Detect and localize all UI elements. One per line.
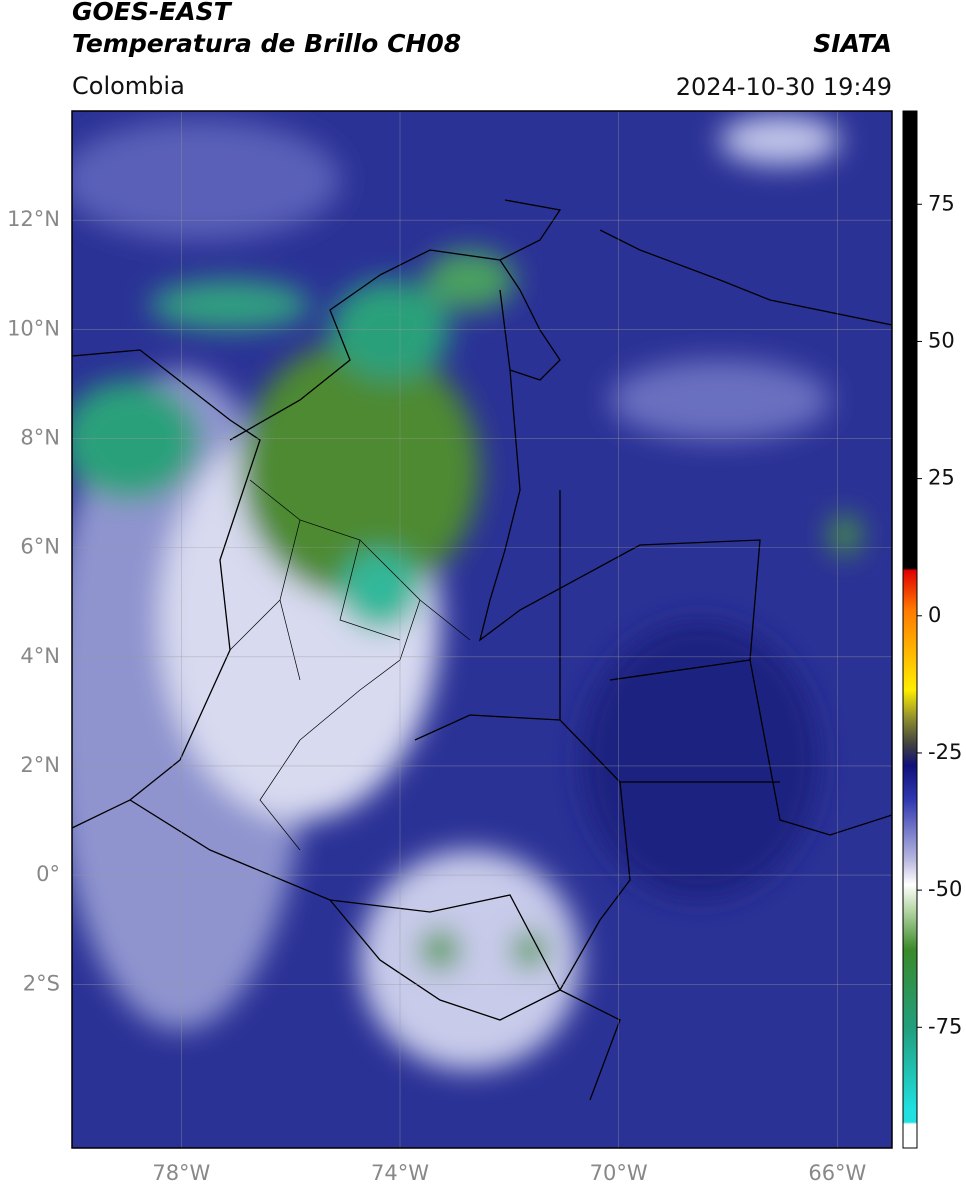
lat-tick-label: 12°N: [7, 207, 60, 231]
source: SIATA: [813, 29, 892, 58]
lon-tick-label: 74°W: [371, 1161, 429, 1185]
lon-tick-label: 66°W: [808, 1161, 866, 1185]
lat-tick-label: 10°N: [7, 316, 60, 340]
colorbar-tick-label: 25: [928, 466, 955, 490]
colorbar-tick-label: 0: [928, 603, 941, 627]
colorbar-tick-label: 75: [928, 191, 955, 215]
region: Colombia: [72, 72, 185, 100]
lat-tick-label: 4°N: [20, 644, 60, 668]
lat-tick-label: 0°: [36, 862, 60, 886]
map-frame: [71, 110, 893, 1149]
lat-tick-label: 2°N: [20, 753, 60, 777]
colorbar-tick-label: -75: [928, 1014, 962, 1038]
colorbar-tick-label: -50: [928, 877, 962, 901]
lat-tick-label: 2°S: [23, 971, 60, 995]
lon-tick-label: 78°W: [152, 1161, 210, 1185]
lat-tick-label: 8°N: [20, 425, 60, 449]
colorbar: [902, 110, 918, 1149]
datetime: 2024-10-30 19:49: [676, 73, 892, 101]
lon-tick-label: 70°W: [590, 1161, 648, 1185]
title: GOES-EAST: [72, 0, 233, 26]
lat-tick-label: 6°N: [20, 535, 60, 559]
subtitle: Temperatura de Brillo CH08: [72, 29, 461, 58]
satellite-image: [72, 111, 892, 1148]
colorbar-tick-label: 50: [928, 328, 955, 352]
colorbar-tick-label: -25: [928, 740, 962, 764]
